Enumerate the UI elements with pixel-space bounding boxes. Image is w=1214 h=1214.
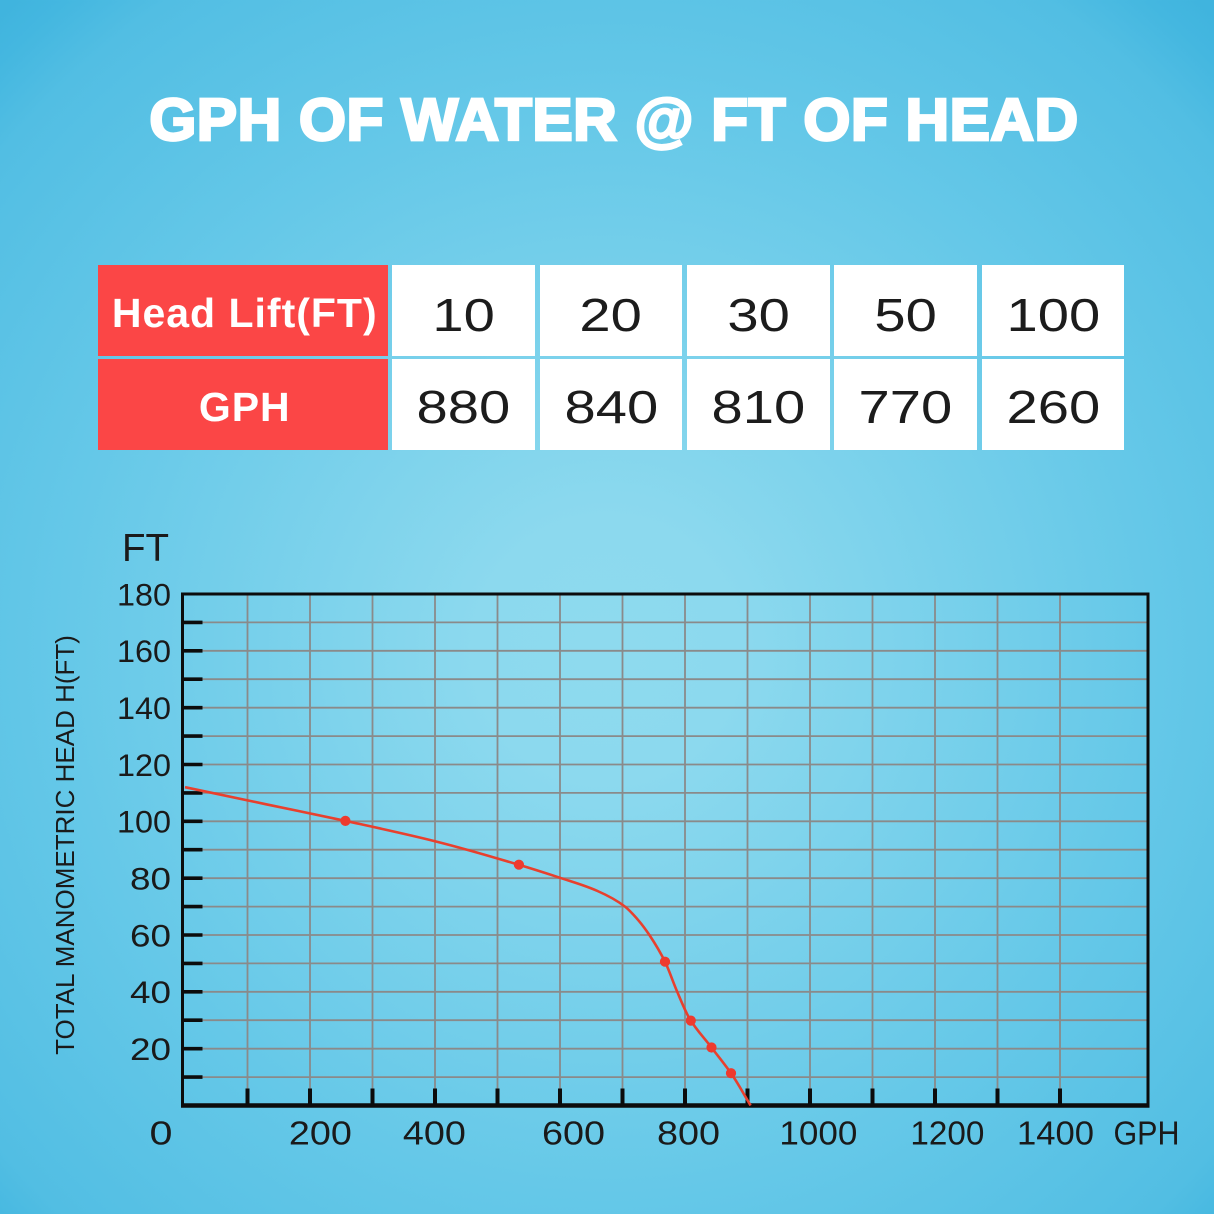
svg-text:800: 800 [657, 1116, 720, 1153]
svg-text:100: 100 [117, 804, 171, 840]
svg-text:80: 80 [130, 861, 171, 897]
svg-text:600: 600 [542, 1116, 605, 1153]
svg-text:TOTAL MANOMETRIC HEAD H(FT): TOTAL MANOMETRIC HEAD H(FT) [50, 635, 80, 1055]
svg-text:1200: 1200 [910, 1116, 984, 1153]
svg-text:0: 0 [150, 1116, 173, 1153]
svg-text:20: 20 [130, 1031, 171, 1067]
svg-text:GPH: GPH [1114, 1116, 1180, 1153]
svg-text:140: 140 [117, 690, 171, 726]
svg-text:60: 60 [130, 917, 171, 953]
svg-text:1400: 1400 [1017, 1116, 1094, 1153]
svg-text:FT: FT [122, 527, 169, 570]
svg-text:200: 200 [289, 1116, 352, 1153]
svg-text:40: 40 [130, 974, 171, 1010]
svg-text:1000: 1000 [779, 1116, 857, 1153]
svg-text:400: 400 [403, 1116, 466, 1153]
svg-text:160: 160 [117, 633, 171, 669]
svg-text:120: 120 [117, 747, 171, 783]
svg-text:180: 180 [117, 576, 171, 612]
